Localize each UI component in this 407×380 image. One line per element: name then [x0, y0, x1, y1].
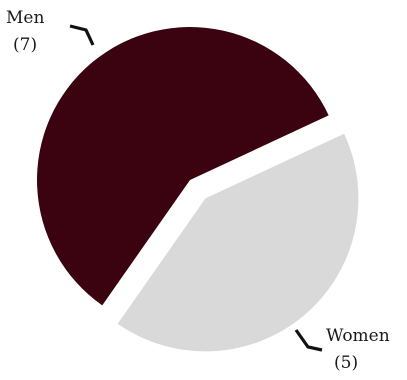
men-value-label: (7): [13, 35, 37, 55]
pie-slices: [37, 27, 359, 352]
men-label: Men: [6, 8, 44, 28]
women-value-label: (5): [334, 353, 358, 373]
pie-slice-women: [117, 133, 359, 352]
pie-slice-men: [37, 27, 329, 306]
women-leader-line: [294, 329, 323, 352]
women-label: Women: [326, 326, 390, 346]
men-leader-line: [69, 24, 95, 46]
